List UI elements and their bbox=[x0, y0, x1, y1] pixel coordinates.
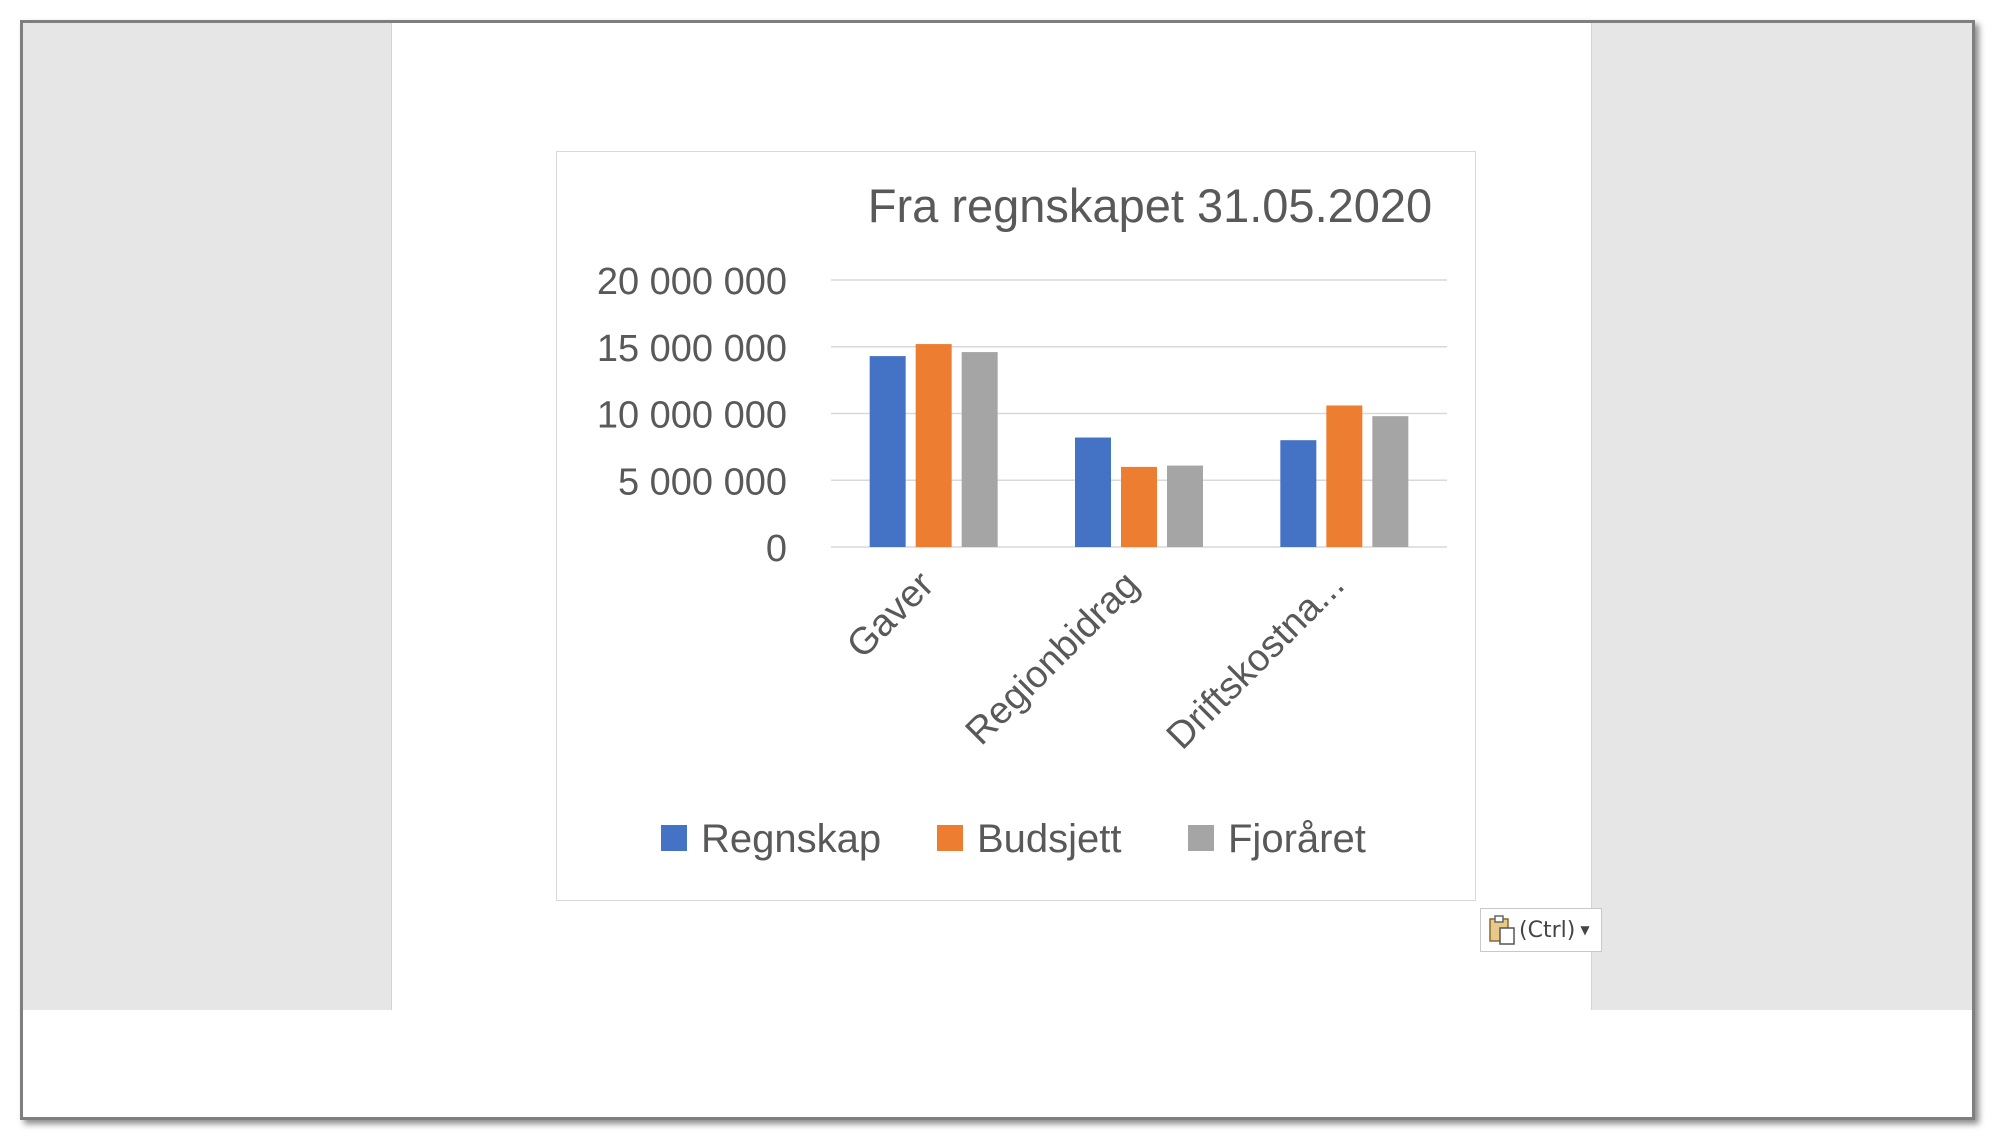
legend: Regnskap Budsjett Fjoråret bbox=[661, 817, 1366, 861]
bar-fjoråret bbox=[961, 352, 998, 547]
legend-swatch bbox=[661, 825, 687, 851]
window-frame: Fra regnskapet 31.05.2020 0 5 000 000 10 0… bbox=[20, 20, 1975, 1120]
legend-label: Fjoråret bbox=[1228, 817, 1366, 861]
bar-regnskap bbox=[869, 356, 906, 547]
y-tick-label: 15 000 000 bbox=[597, 328, 787, 370]
legend-label: Budsjett bbox=[977, 817, 1122, 861]
x-tick-label: Regionbidrag bbox=[958, 564, 1148, 754]
chart-container[interactable]: Fra regnskapet 31.05.2020 0 5 000 000 10 0… bbox=[556, 151, 1476, 901]
y-tick-label: 0 bbox=[766, 528, 787, 570]
bar-chart: Fra regnskapet 31.05.2020 0 5 000 000 10 0… bbox=[597, 179, 1447, 861]
y-tick-label: 5 000 000 bbox=[618, 461, 787, 503]
x-tick-label: Gaver bbox=[839, 563, 942, 666]
clipboard-icon bbox=[1489, 915, 1515, 945]
paste-options-label: (Ctrl) bbox=[1519, 917, 1576, 943]
bar-fjoråret bbox=[1167, 465, 1203, 547]
bar-budsjett bbox=[915, 344, 952, 547]
bar-fjoråret bbox=[1372, 416, 1409, 547]
legend-label: Regnskap bbox=[701, 817, 881, 861]
chart-title: Fra regnskapet 31.05.2020 bbox=[868, 179, 1432, 232]
legend-swatch bbox=[1188, 825, 1214, 851]
legend-swatch bbox=[937, 825, 963, 851]
y-tick-label: 20 000 000 bbox=[597, 261, 787, 303]
bar-regnskap bbox=[1280, 440, 1317, 547]
bars bbox=[869, 344, 1409, 547]
x-axis-tick-labels: Gaver Regionbidrag Driftskostna... bbox=[839, 563, 1353, 757]
bar-regnskap bbox=[1075, 437, 1111, 547]
paste-options-button[interactable]: (Ctrl) ▼ bbox=[1480, 908, 1602, 952]
dropdown-caret-icon: ▼ bbox=[1580, 923, 1590, 937]
y-tick-label: 10 000 000 bbox=[597, 395, 787, 437]
y-axis-tick-labels: 0 5 000 000 10 000 000 15 000 000 20 000 000 bbox=[597, 261, 787, 570]
left-margin-area bbox=[23, 23, 392, 1010]
bar-budsjett bbox=[1326, 405, 1363, 547]
bar-budsjett bbox=[1121, 466, 1157, 547]
x-tick-label: Driftskostna... bbox=[1159, 564, 1353, 758]
right-margin-area bbox=[1591, 23, 1972, 1010]
